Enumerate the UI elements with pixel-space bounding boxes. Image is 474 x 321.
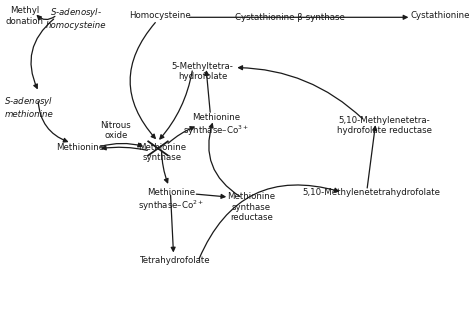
Text: Cystathionine: Cystathionine [410, 11, 470, 20]
Text: $S$-adenosyl
methionine: $S$-adenosyl methionine [4, 95, 54, 119]
Text: Nitrous
oxide: Nitrous oxide [100, 121, 131, 140]
Text: Methionine
synthase–Co$^{3+}$: Methionine synthase–Co$^{3+}$ [182, 113, 249, 138]
Text: Methionine
synthase: Methionine synthase [138, 143, 186, 162]
Text: Methionine: Methionine [56, 143, 104, 152]
Text: 5,10-Methylenetetrahydrofolate: 5,10-Methylenetetrahydrofolate [302, 187, 440, 196]
Text: $S$-adenosyl-
homocysteine: $S$-adenosyl- homocysteine [46, 6, 106, 30]
Text: Methionine
synthase–Co$^{2+}$: Methionine synthase–Co$^{2+}$ [138, 187, 204, 213]
Text: 5-Methyltetra-
hydrofolate: 5-Methyltetra- hydrofolate [172, 62, 233, 81]
Text: Methionine
synthase
reductase: Methionine synthase reductase [227, 192, 275, 222]
Text: 5,10-Methylenetetra-
hydrofolate reductase: 5,10-Methylenetetra- hydrofolate reducta… [337, 116, 432, 135]
Text: Methyl
donation: Methyl donation [6, 6, 44, 26]
Text: Tetrahydrofolate: Tetrahydrofolate [140, 256, 211, 265]
Text: Homocysteine: Homocysteine [129, 11, 191, 20]
Text: Cystathionine β-synthase: Cystathionine β-synthase [235, 13, 345, 22]
